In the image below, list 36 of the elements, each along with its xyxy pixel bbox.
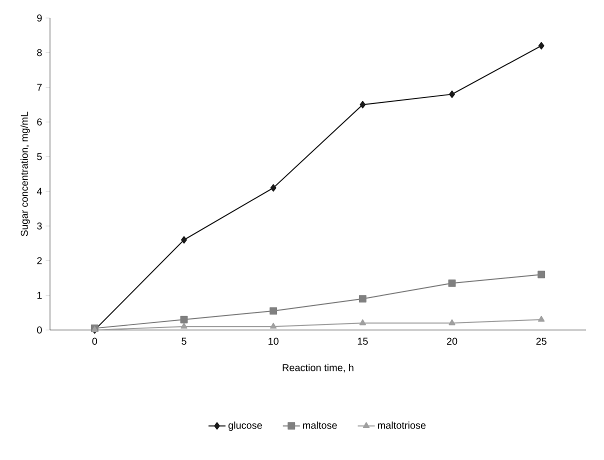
y-axis-title: Sugar concentration, mg/mL (20, 112, 30, 236)
legend-label: maltose (303, 422, 337, 429)
point (270, 322, 277, 329)
point (538, 42, 544, 50)
x-tick-label: 15 (358, 338, 368, 345)
y-tick-label: 0 (37, 326, 42, 334)
legend-label: maltotriose (378, 422, 426, 429)
y-tick-label: 9 (37, 14, 42, 22)
point (181, 236, 187, 244)
y-tick-label: 2 (37, 257, 42, 264)
x-tick-label: 5 (182, 338, 186, 345)
y-tick-label: 5 (37, 153, 42, 160)
point (360, 100, 366, 108)
y-tick-label: 4 (36, 188, 42, 195)
y-tick-label: 3 (37, 222, 42, 230)
x-tick-label: 25 (536, 338, 546, 345)
point (448, 279, 456, 287)
x-tick-label: 20 (446, 338, 458, 345)
point (448, 319, 456, 326)
y-tick-label: 7 (37, 84, 42, 91)
point (359, 319, 366, 326)
point (358, 295, 366, 303)
point (180, 316, 188, 324)
point (538, 270, 546, 278)
x-tick-label: 10 (268, 338, 278, 345)
point (270, 307, 278, 315)
x-axis-title: Reaction time, h (282, 364, 354, 372)
y-tick-label: 6 (37, 118, 42, 126)
point (270, 184, 276, 192)
point (449, 90, 455, 98)
x-tick-label: 0 (92, 338, 98, 345)
y-tick-label: 8 (37, 49, 42, 56)
y-tick-label: 1 (37, 292, 42, 299)
point (538, 316, 545, 322)
point (180, 322, 188, 329)
legend-label: glucose (228, 422, 262, 431)
